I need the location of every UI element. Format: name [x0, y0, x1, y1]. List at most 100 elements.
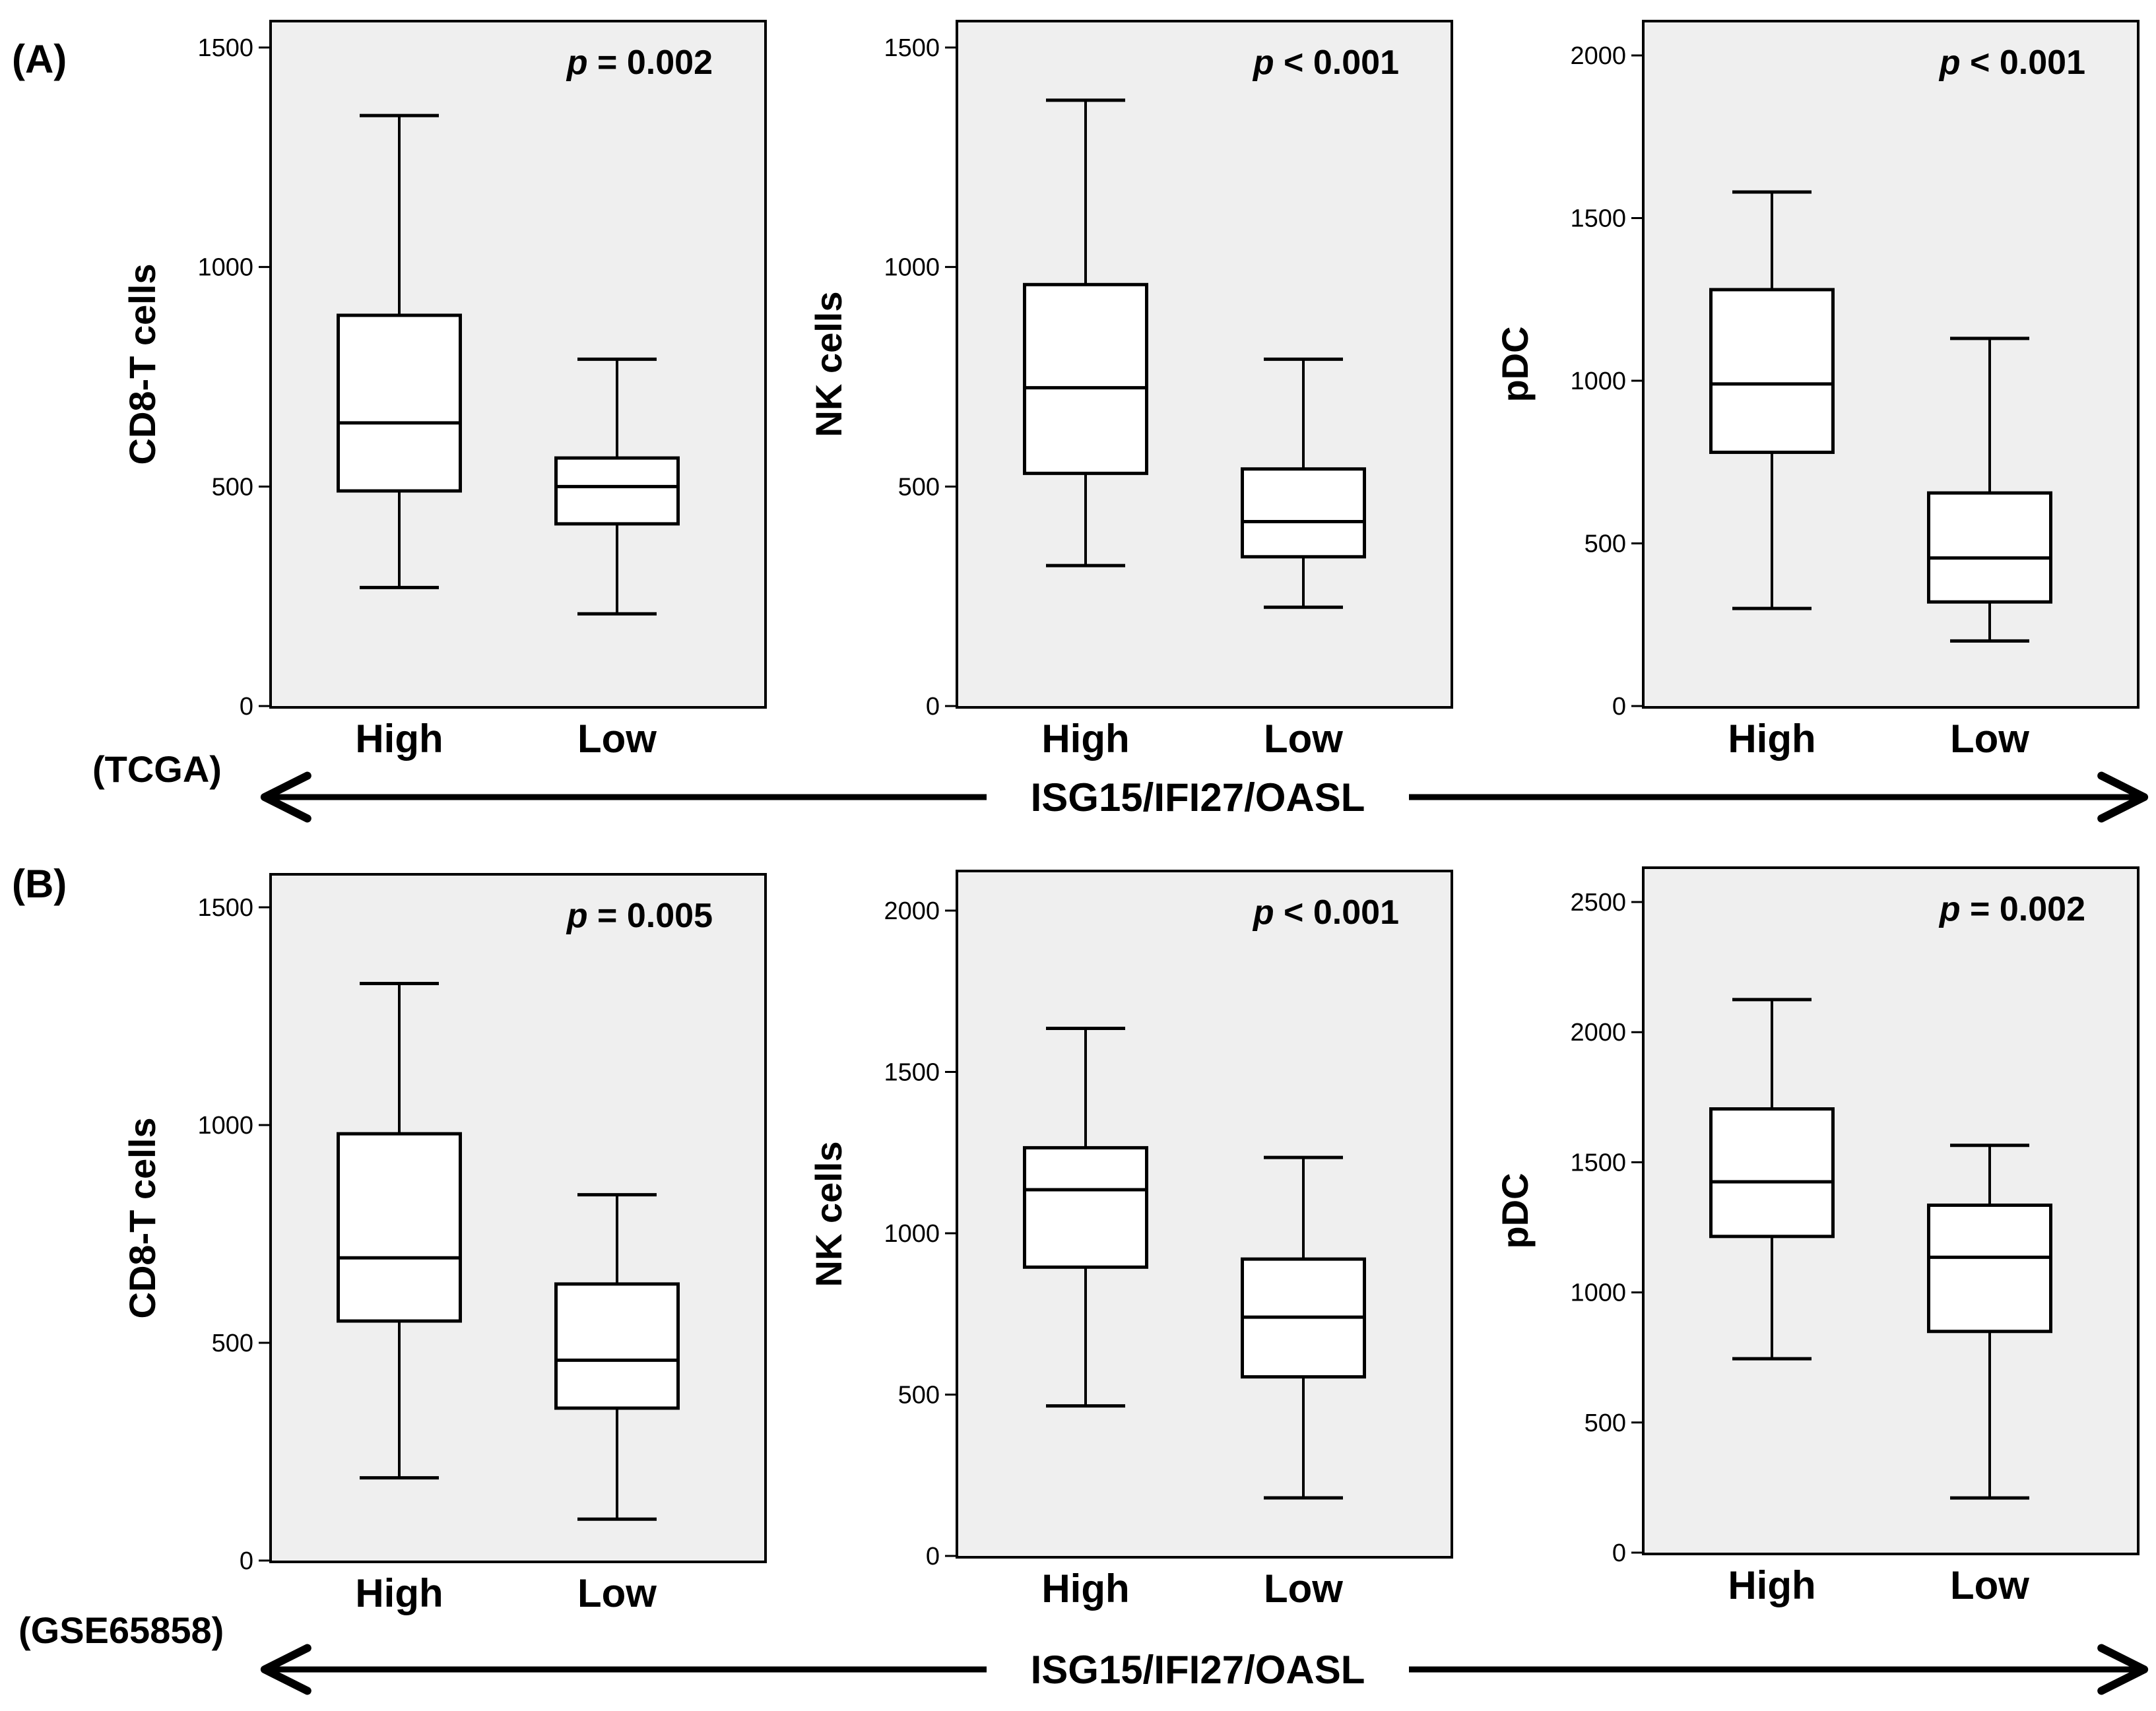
p-value-text: < 0.001	[1274, 44, 1399, 82]
iqr-box	[1927, 1203, 2052, 1334]
y-tick-label: 0	[240, 693, 253, 721]
iqr-box	[337, 1132, 462, 1323]
p-value-text: < 0.001	[1274, 893, 1399, 932]
p-value-label: p < 0.001	[1252, 893, 1399, 932]
y-axis-label: pDC	[1494, 326, 1536, 402]
y-tick-label: 0	[1612, 1539, 1626, 1567]
y-tick-label: 2000	[884, 897, 940, 925]
category-label-low: Low	[1264, 717, 1343, 761]
y-tick-label: 500	[212, 1330, 253, 1357]
category-label-high: High	[1041, 717, 1129, 761]
y-tick-label: 1500	[197, 34, 253, 62]
arrow-b-label: ISG15/IFI27/OASL	[1031, 1648, 1365, 1692]
category-label-low: Low	[1950, 717, 2029, 761]
y-tick-label: 0	[926, 693, 940, 721]
y-tick-label: 1500	[884, 1059, 940, 1087]
y-tick-label: 0	[1612, 693, 1626, 721]
box-low	[1241, 357, 1366, 609]
iqr-box	[554, 1282, 680, 1410]
iqr-box	[1927, 491, 2052, 604]
iqr-box	[1023, 282, 1148, 475]
category-label-high: High	[1041, 1566, 1129, 1611]
dataset-label-gse65858: (GSE65858)	[18, 1609, 224, 1651]
p-value-text: = 0.005	[588, 897, 713, 935]
p-value-symbol: p	[566, 44, 588, 82]
arrow-a-label: ISG15/IFI27/OASL	[1031, 775, 1365, 820]
y-axis-label: pDC	[1494, 1173, 1536, 1248]
y-tick-label: 1000	[884, 254, 940, 282]
y-axis-label: CD8-T cells	[121, 1118, 163, 1319]
category-label-low: Low	[1950, 1563, 2029, 1607]
panel-letter-a: (A)	[12, 37, 67, 81]
iqr-box	[1023, 1146, 1148, 1269]
chart-a-nk-cells: 0 500 1000 1500 NK cells p < 0.001 High Low	[808, 20, 1453, 761]
chart-b-nk-cells: 0 500 1000 1500 2000 NK cells p < 0.001 High Low	[808, 870, 1453, 1611]
p-value-label: p = 0.002	[1938, 890, 2085, 928]
y-tick-label: 1000	[1570, 1279, 1626, 1307]
iqr-box	[337, 313, 462, 493]
box-low	[554, 1193, 680, 1521]
y-axis-label: NK cells	[808, 1142, 849, 1287]
p-value-text: < 0.001	[1961, 44, 2085, 82]
p-value-symbol: p	[1938, 890, 1961, 928]
box-high	[337, 982, 462, 1480]
y-tick-label: 1000	[884, 1220, 940, 1248]
p-value-symbol: p	[1938, 44, 1961, 82]
p-value-text: = 0.002	[588, 44, 713, 82]
box-high	[337, 113, 462, 589]
y-tick-label: 1000	[197, 254, 253, 282]
y-tick-label: 0	[240, 1547, 253, 1575]
box-high	[1709, 190, 1835, 610]
p-value-symbol: p	[1252, 893, 1274, 932]
panel-letter-b: (B)	[12, 862, 67, 906]
y-tick-label: 1500	[1570, 1149, 1626, 1177]
arrow-a: ISG15/IFI27/OASL	[260, 771, 2149, 823]
y-tick-label: 0	[926, 1543, 940, 1570]
y-tick-label: 1000	[1570, 368, 1626, 395]
dataset-label-tcga: (TCGA)	[92, 748, 222, 790]
p-value-label: p = 0.002	[566, 44, 713, 82]
p-value-label: p < 0.001	[1938, 44, 2085, 82]
iqr-box	[1709, 1107, 1835, 1239]
y-axis-label: CD8-T cells	[121, 264, 163, 465]
y-tick-label: 500	[212, 473, 253, 501]
p-value-label: p = 0.005	[566, 897, 713, 935]
y-tick-label: 2000	[1570, 42, 1626, 70]
y-tick-label: 500	[898, 473, 940, 501]
category-label-high: High	[355, 717, 443, 761]
y-tick-label: 1000	[197, 1112, 253, 1140]
iqr-box	[1241, 467, 1366, 559]
iqr-box	[1709, 288, 1835, 454]
y-tick-label: 1500	[1570, 205, 1626, 233]
p-value-symbol: p	[566, 897, 588, 935]
chart-b-cd8-t-cells: 0 500 1000 1500 CD8-T cells p = 0.005 High Low	[121, 873, 767, 1615]
box-high	[1023, 1026, 1148, 1408]
category-label-high: High	[1728, 1563, 1815, 1607]
chart-a-cd8-t-cells: 0 500 1000 1500 CD8-T cells p = 0.002 High Low	[121, 20, 767, 761]
category-label-low: Low	[577, 717, 657, 761]
category-label-high: High	[1728, 717, 1815, 761]
arrow-b: ISG15/IFI27/OASL	[260, 1644, 2149, 1695]
box-low	[1927, 337, 2052, 643]
y-tick-label: 500	[898, 1382, 940, 1409]
chart-b-pdc: 0 500 1000 1500 2000 2500 pDC p = 0.002 High Low	[1494, 866, 2140, 1607]
box-high	[1709, 998, 1835, 1361]
p-value-symbol: p	[1252, 44, 1274, 82]
p-value-label: p < 0.001	[1252, 44, 1399, 82]
y-tick-label: 500	[1584, 1409, 1626, 1437]
p-value-text: = 0.002	[1961, 890, 2085, 928]
category-label-low: Low	[1264, 1566, 1343, 1611]
y-tick-label: 1500	[197, 894, 253, 922]
y-tick-label: 2500	[1570, 889, 1626, 917]
category-label-high: High	[355, 1571, 443, 1615]
y-tick-label: 2000	[1570, 1019, 1626, 1047]
iqr-box	[554, 456, 680, 526]
box-low	[554, 357, 680, 616]
chart-a-pdc: 0 500 1000 1500 2000 pDC p < 0.001 High Low	[1494, 20, 2140, 761]
y-tick-label: 1500	[884, 34, 940, 62]
y-axis-label: NK cells	[808, 292, 849, 437]
y-tick-label: 500	[1584, 531, 1626, 558]
box-low	[1241, 1155, 1366, 1500]
